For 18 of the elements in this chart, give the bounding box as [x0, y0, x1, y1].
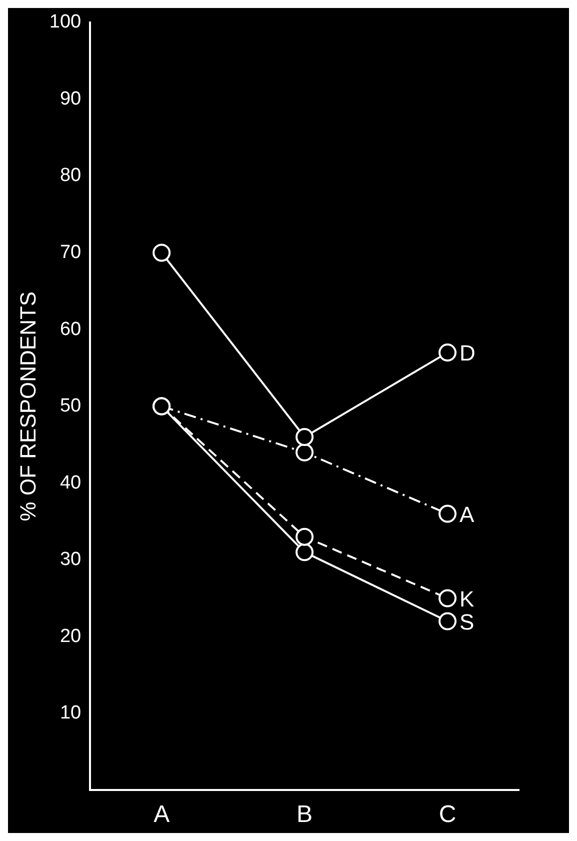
series-label: K	[460, 586, 475, 612]
y-tick-label: 60	[60, 318, 82, 340]
y-tick-label: 90	[60, 88, 82, 110]
x-tick-label: A	[154, 801, 170, 828]
series-label: D	[460, 340, 476, 366]
y-tick-label: 50	[60, 396, 82, 417]
x-tick-label: C	[438, 801, 456, 828]
y-tick-label: 100	[49, 12, 82, 33]
y-axis-title: % OF RESPONDENTS	[15, 291, 40, 522]
y-tick-label: 30	[60, 549, 82, 570]
y-tick-label: 20	[60, 626, 82, 647]
y-tick-label: 70	[60, 242, 82, 263]
y-tick-label: 10	[60, 702, 82, 724]
x-tick-label: B	[296, 801, 313, 828]
series-label: A	[460, 502, 475, 527]
series-label: S	[460, 609, 474, 634]
y-tick-label: 40	[60, 472, 82, 494]
y-tick-label: 80	[60, 165, 82, 186]
